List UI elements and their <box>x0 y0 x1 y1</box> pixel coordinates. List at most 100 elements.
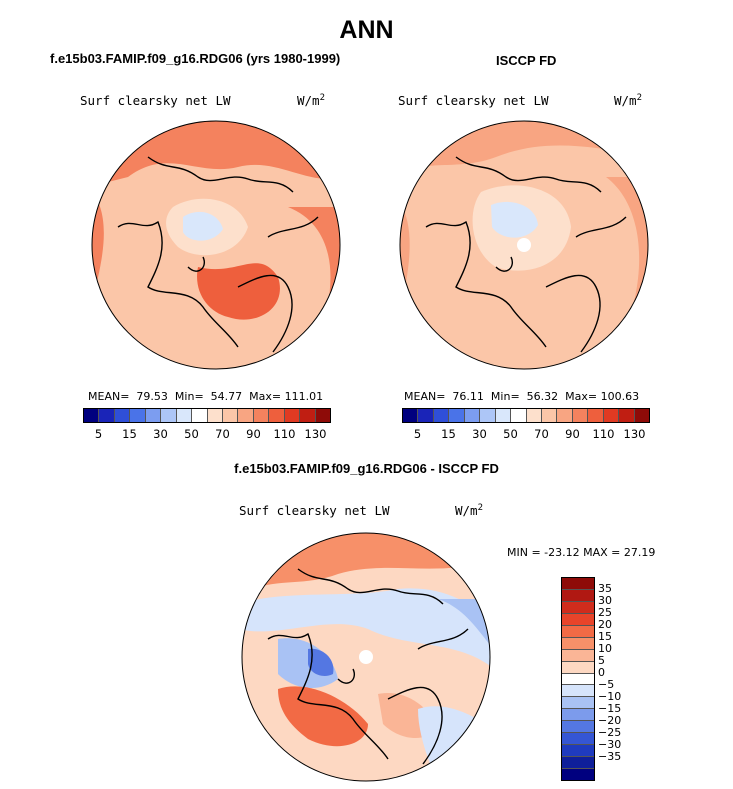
colorbar-swatch <box>464 409 481 422</box>
colorbar-swatch <box>526 409 542 422</box>
left-units: W/m2 <box>297 93 325 109</box>
left-case-name: f.e15b03.FAMIP.f09_g16.RDG06 (yrs 1980-1… <box>50 51 341 66</box>
colorbar-swatch <box>114 409 131 422</box>
colorbar-swatch <box>403 409 419 422</box>
colorbar-swatch <box>572 409 589 422</box>
left-stats: MEAN= 79.53 Min= 54.77 Max= 111.01 <box>88 390 324 403</box>
colorbar-tick-label: 5 <box>94 427 103 441</box>
colorbar-swatch <box>562 649 594 662</box>
right-field-label: Surf clearsky net LW <box>398 93 549 108</box>
colorbar-swatch <box>603 409 620 422</box>
colorbar-swatch <box>495 409 512 422</box>
colorbar-swatch <box>562 721 594 734</box>
right-case-name: ISCCP FD <box>496 53 557 68</box>
colorbar-swatch <box>557 409 573 422</box>
colorbar-tick-label: −25 <box>598 726 622 739</box>
right-polar-map <box>399 120 649 370</box>
colorbar-swatch <box>84 409 100 422</box>
diff-units: W/m2 <box>455 503 483 519</box>
colorbar-swatch <box>418 409 434 422</box>
colorbar-swatch <box>562 733 594 746</box>
colorbar-tick-label: 25 <box>598 606 612 619</box>
colorbar-swatch <box>588 409 604 422</box>
colorbar-swatch <box>562 745 594 758</box>
colorbar-swatch <box>562 709 594 722</box>
colorbar-swatch <box>145 409 162 422</box>
colorbar-swatch <box>562 625 594 638</box>
colorbar-swatch <box>207 409 223 422</box>
colorbar-tick-label: 5 <box>598 654 605 667</box>
colorbar-swatch <box>130 409 146 422</box>
colorbar-swatch <box>562 661 594 674</box>
colorbar-tick-label: 130 <box>623 427 646 441</box>
colorbar-swatch <box>480 409 496 422</box>
colorbar-swatch <box>300 409 316 422</box>
colorbar-tick-label: 0 <box>598 666 605 679</box>
colorbar-tick-label: 10 <box>598 642 612 655</box>
colorbar-swatch <box>562 637 594 650</box>
colorbar-swatch <box>562 673 594 686</box>
diff-colorbar-ticks: 35 30 25 20 15 10 5 0 −5 −10 −15 −20 −25 −30 −35 <box>598 577 638 779</box>
colorbar-swatch <box>562 697 594 710</box>
colorbar-swatch <box>269 409 285 422</box>
colorbar-tick-label: 50 <box>503 427 518 441</box>
diff-colorbar <box>561 577 595 781</box>
colorbar-swatch <box>315 409 330 422</box>
colorbar-tick-label: 5 <box>413 427 422 441</box>
colorbar-swatch <box>562 601 594 614</box>
colorbar-swatch <box>99 409 115 422</box>
colorbar-tick-label: 30 <box>153 427 168 441</box>
colorbar-tick-label: −10 <box>598 690 622 703</box>
colorbar-tick-label: 90 <box>565 427 580 441</box>
colorbar-tick-label: 15 <box>598 630 612 643</box>
colorbar-tick-label: −15 <box>598 702 622 715</box>
colorbar-swatch <box>562 589 594 602</box>
colorbar-swatch <box>253 409 270 422</box>
figure-title: ANN <box>339 16 394 44</box>
colorbar-swatch <box>238 409 254 422</box>
left-polar-map <box>91 120 341 370</box>
right-colorbar-ticks: 5 15 30 50 70 90 110 130 <box>402 427 648 441</box>
colorbar-swatch <box>222 409 239 422</box>
colorbar-swatch <box>619 409 635 422</box>
diff-polar-map <box>241 532 491 782</box>
colorbar-swatch <box>449 409 465 422</box>
colorbar-swatch <box>562 757 594 769</box>
colorbar-swatch <box>192 409 208 422</box>
colorbar-tick-label: 15 <box>122 427 137 441</box>
left-field-label: Surf clearsky net LW <box>80 93 231 108</box>
colorbar-swatch <box>433 409 450 422</box>
colorbar-tick-label: −5 <box>598 678 615 691</box>
colorbar-swatch <box>511 409 527 422</box>
colorbar-tick-label: 35 <box>598 582 612 595</box>
colorbar-swatch <box>161 409 177 422</box>
colorbar-swatch <box>562 685 594 698</box>
colorbar-tick-label: 15 <box>441 427 456 441</box>
colorbar-tick-label: 50 <box>184 427 199 441</box>
colorbar-tick-label: 130 <box>304 427 327 441</box>
colorbar-tick-label: 30 <box>472 427 487 441</box>
colorbar-swatch <box>562 613 594 626</box>
colorbar-tick-label: −30 <box>598 738 622 751</box>
right-units: W/m2 <box>614 93 642 109</box>
colorbar-tick-label: 90 <box>246 427 261 441</box>
colorbar-tick-label: 70 <box>215 427 230 441</box>
colorbar-swatch <box>562 578 594 590</box>
colorbar-tick-label: 110 <box>592 427 615 441</box>
diff-field-label: Surf clearsky net LW <box>239 503 390 518</box>
diff-case-name: f.e15b03.FAMIP.f09_g16.RDG06 - ISCCP FD <box>234 461 499 476</box>
right-colorbar <box>402 408 650 423</box>
colorbar-tick-label: −35 <box>598 750 622 763</box>
left-colorbar <box>83 408 331 423</box>
colorbar-swatch <box>562 769 594 780</box>
diff-min-max: MIN = -23.12 MAX = 27.19 <box>507 546 656 559</box>
colorbar-swatch <box>634 409 649 422</box>
colorbar-swatch <box>176 409 193 422</box>
colorbar-tick-label: −20 <box>598 714 622 727</box>
colorbar-tick-label: 30 <box>598 594 612 607</box>
right-stats: MEAN= 76.11 Min= 56.32 Max= 100.63 <box>404 390 640 403</box>
colorbar-tick-label: 110 <box>273 427 296 441</box>
colorbar-tick-label: 70 <box>534 427 549 441</box>
colorbar-swatch <box>541 409 558 422</box>
colorbar-tick-label: 20 <box>598 618 612 631</box>
